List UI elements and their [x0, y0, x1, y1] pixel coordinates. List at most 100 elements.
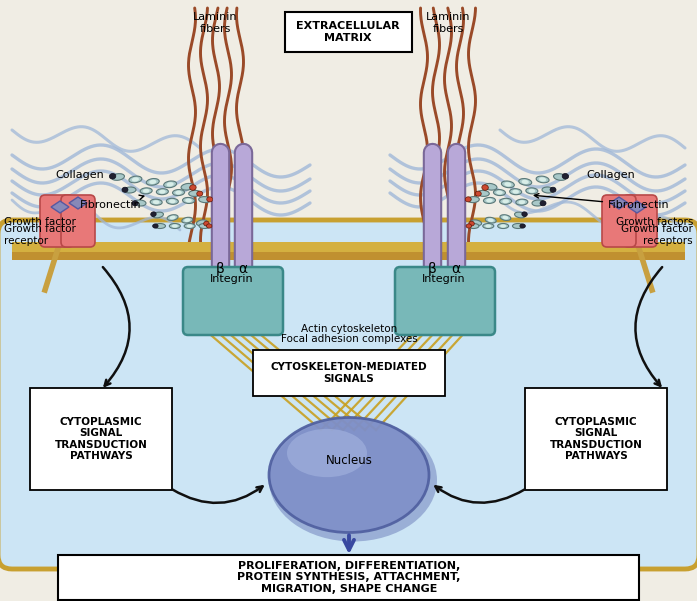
- Ellipse shape: [132, 177, 139, 182]
- Ellipse shape: [522, 212, 528, 216]
- Ellipse shape: [488, 218, 493, 222]
- Ellipse shape: [207, 197, 213, 202]
- Ellipse shape: [496, 191, 503, 195]
- Polygon shape: [610, 197, 628, 209]
- Ellipse shape: [199, 224, 210, 228]
- Ellipse shape: [122, 187, 128, 192]
- Ellipse shape: [468, 224, 479, 228]
- Text: β: β: [215, 262, 224, 276]
- Ellipse shape: [519, 178, 532, 185]
- Ellipse shape: [500, 224, 506, 228]
- Ellipse shape: [109, 174, 116, 179]
- Ellipse shape: [287, 429, 367, 477]
- Text: β: β: [428, 262, 436, 276]
- Ellipse shape: [156, 189, 169, 195]
- Bar: [12, 242, 685, 252]
- Ellipse shape: [199, 197, 210, 203]
- Ellipse shape: [469, 221, 475, 226]
- Text: Fibronectin: Fibronectin: [80, 195, 144, 210]
- FancyBboxPatch shape: [253, 350, 445, 396]
- Text: Focal adhesion complexes: Focal adhesion complexes: [281, 334, 418, 344]
- FancyBboxPatch shape: [61, 195, 95, 247]
- Ellipse shape: [536, 176, 549, 183]
- Ellipse shape: [167, 182, 174, 186]
- Ellipse shape: [172, 224, 178, 228]
- Ellipse shape: [485, 218, 496, 223]
- Text: Collagen: Collagen: [55, 170, 104, 180]
- Ellipse shape: [204, 221, 209, 226]
- Ellipse shape: [183, 198, 194, 204]
- Text: CYTOPLASMIC
SIGNAL
TRANSDUCTION
PATHWAYS: CYTOPLASMIC SIGNAL TRANSDUCTION PATHWAYS: [549, 416, 643, 462]
- Ellipse shape: [466, 197, 471, 202]
- Ellipse shape: [500, 215, 511, 221]
- Ellipse shape: [542, 187, 554, 193]
- FancyBboxPatch shape: [602, 195, 636, 247]
- Ellipse shape: [493, 189, 505, 195]
- Ellipse shape: [197, 191, 203, 196]
- Ellipse shape: [532, 200, 544, 206]
- Ellipse shape: [150, 199, 162, 205]
- Ellipse shape: [519, 200, 525, 204]
- Ellipse shape: [153, 200, 160, 204]
- Ellipse shape: [470, 220, 482, 225]
- Ellipse shape: [269, 418, 429, 532]
- FancyBboxPatch shape: [623, 195, 657, 247]
- Ellipse shape: [540, 201, 546, 206]
- Ellipse shape: [153, 212, 163, 218]
- FancyBboxPatch shape: [40, 195, 74, 247]
- Ellipse shape: [175, 191, 182, 195]
- Ellipse shape: [149, 180, 156, 184]
- Text: Growth factor
receptors: Growth factor receptors: [621, 224, 693, 246]
- FancyBboxPatch shape: [58, 555, 639, 600]
- Ellipse shape: [167, 215, 178, 221]
- Text: Nucleus: Nucleus: [325, 454, 372, 468]
- Ellipse shape: [528, 189, 535, 193]
- Ellipse shape: [164, 181, 176, 188]
- Ellipse shape: [526, 188, 538, 194]
- Ellipse shape: [520, 224, 526, 228]
- Ellipse shape: [206, 224, 212, 228]
- Ellipse shape: [173, 189, 185, 195]
- Polygon shape: [69, 197, 87, 209]
- Ellipse shape: [487, 198, 493, 203]
- Ellipse shape: [151, 212, 156, 216]
- Ellipse shape: [169, 224, 181, 228]
- FancyBboxPatch shape: [395, 267, 495, 335]
- FancyBboxPatch shape: [525, 388, 667, 490]
- Ellipse shape: [500, 198, 512, 204]
- Text: EXTRACELLULAR
MATRIX: EXTRACELLULAR MATRIX: [296, 21, 400, 43]
- Text: Fibronectin: Fibronectin: [535, 194, 670, 210]
- Ellipse shape: [146, 178, 159, 185]
- Ellipse shape: [503, 216, 508, 219]
- Ellipse shape: [505, 182, 512, 186]
- Text: Growth factor: Growth factor: [4, 217, 76, 227]
- Ellipse shape: [134, 200, 146, 206]
- Text: Laminin
fibers: Laminin fibers: [426, 12, 470, 34]
- Bar: [12, 0, 685, 234]
- Polygon shape: [51, 201, 69, 213]
- Text: Integrin: Integrin: [210, 274, 253, 284]
- Ellipse shape: [155, 224, 165, 228]
- Ellipse shape: [482, 185, 489, 191]
- Ellipse shape: [190, 185, 196, 191]
- Polygon shape: [628, 201, 646, 213]
- Ellipse shape: [269, 418, 437, 542]
- FancyBboxPatch shape: [0, 220, 697, 569]
- Ellipse shape: [197, 220, 207, 225]
- Ellipse shape: [510, 189, 521, 195]
- Ellipse shape: [466, 224, 472, 228]
- Ellipse shape: [484, 198, 496, 204]
- Ellipse shape: [184, 224, 195, 228]
- Text: Growth factors: Growth factors: [615, 217, 693, 227]
- Ellipse shape: [512, 224, 523, 228]
- Ellipse shape: [153, 224, 158, 228]
- Text: Integrin: Integrin: [422, 274, 466, 284]
- Ellipse shape: [159, 190, 166, 194]
- Ellipse shape: [484, 183, 497, 190]
- Ellipse shape: [550, 187, 556, 192]
- Ellipse shape: [169, 200, 176, 203]
- Ellipse shape: [143, 189, 149, 193]
- Text: Actin cytoskeleton: Actin cytoskeleton: [301, 324, 397, 334]
- Text: PROLIFERATION, DIFFERENTIATION,
PROTEIN SYNTHESIS, ATTACHMENT,
MIGRATION, SHAPE : PROLIFERATION, DIFFERENTIATION, PROTEIN …: [237, 561, 461, 594]
- Text: α: α: [238, 262, 247, 276]
